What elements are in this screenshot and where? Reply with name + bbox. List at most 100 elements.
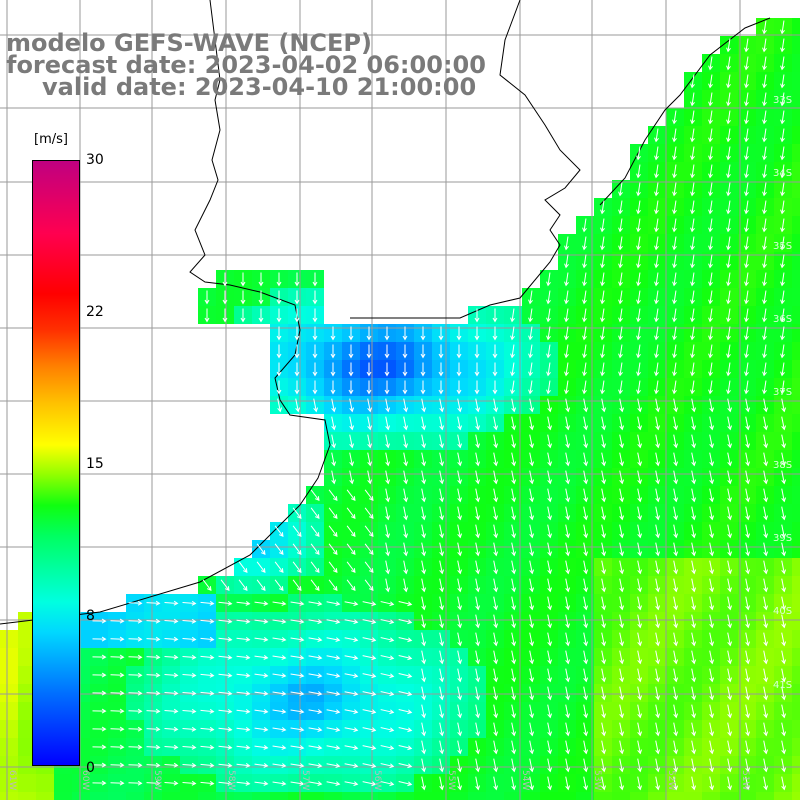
wind-arrow: [583, 506, 589, 521]
wind-arrow: [655, 668, 661, 683]
wind-arrow: [637, 542, 643, 557]
wind-arrow: [493, 632, 499, 647]
wind-arrow: [636, 254, 641, 269]
wind-arrow: [583, 596, 589, 611]
wind-arrow: [92, 762, 107, 768]
wind-arrow: [204, 290, 210, 305]
wind-arrow: [690, 182, 695, 197]
wind-arrow: [218, 690, 233, 696]
wind-arrow: [364, 579, 374, 592]
wind-arrow: [780, 74, 785, 89]
wind-arrow: [727, 632, 733, 647]
wind-arrow: [439, 704, 445, 719]
wind-arrow: [254, 781, 269, 786]
wind-arrow: [727, 398, 733, 413]
wind-arrow: [403, 542, 409, 557]
wind-arrow: [475, 452, 481, 467]
wind-arrow: [493, 758, 499, 773]
wind-arrow: [619, 668, 625, 683]
wind-arrow: [546, 344, 551, 359]
wind-arrow: [762, 110, 767, 125]
wind-arrow: [762, 290, 767, 305]
wind-arrow: [529, 614, 535, 629]
wind-arrow: [344, 691, 359, 697]
wind-arrow: [380, 745, 395, 751]
wind-arrow: [780, 254, 785, 269]
wind-arrow: [582, 344, 587, 359]
wind-arrow: [673, 560, 679, 575]
wind-arrow: [636, 218, 641, 233]
wind-arrow: [583, 524, 589, 539]
wind-arrow: [619, 542, 625, 557]
wind-arrow: [362, 727, 377, 733]
wind-arrow: [385, 578, 391, 593]
wind-arrow: [312, 308, 318, 323]
wind-arrow: [236, 672, 251, 678]
wind-arrow: [475, 614, 481, 629]
wind-arrow: [272, 601, 287, 606]
wind-arrow: [218, 618, 233, 624]
wind-arrow: [763, 632, 769, 647]
wind-arrow: [583, 488, 589, 503]
wind-arrow: [493, 398, 499, 413]
wind-arrow: [672, 362, 677, 377]
wind-arrow: [240, 308, 246, 323]
wind-arrow: [583, 578, 589, 593]
wind-arrow: [744, 92, 749, 107]
wind-arrow: [222, 272, 228, 287]
wind-arrow: [294, 290, 300, 305]
wind-arrow: [456, 362, 462, 377]
wind-arrow: [254, 601, 269, 606]
wind-speed-cell: [18, 774, 36, 792]
wind-arrow: [654, 182, 659, 197]
wind-arrow: [164, 636, 179, 642]
wind-arrow: [709, 596, 715, 611]
wind-speed-cell: [126, 792, 144, 800]
wind-arrow: [511, 686, 517, 701]
wind-arrow: [583, 758, 589, 773]
wind-speed-cell: [792, 486, 800, 504]
wind-arrow: [236, 762, 251, 768]
wind-arrow: [110, 618, 125, 624]
wind-arrow: [637, 434, 643, 449]
wind-arrow: [385, 398, 391, 413]
longitude-labels: 61W 60W 59W 58W 57W 56W 55W 54W 53W 52W 51W: [7, 770, 750, 790]
wind-arrow: [672, 128, 677, 143]
wind-speed-cell: [720, 792, 738, 800]
wind-arrow: [128, 708, 143, 714]
wind-arrow: [110, 672, 125, 678]
wind-arrow: [182, 618, 197, 624]
wind-arrow: [421, 632, 427, 647]
wind-arrow: [745, 416, 751, 431]
wind-arrow: [745, 758, 751, 773]
wind-arrow: [529, 740, 535, 755]
wind-arrow: [780, 380, 785, 395]
wind-arrow: [146, 744, 161, 750]
wind-speed-cell: [792, 252, 800, 270]
wind-arrow: [547, 452, 553, 467]
wind-arrow: [457, 686, 463, 701]
wind-arrow: [240, 272, 246, 287]
wind-arrow: [745, 470, 751, 485]
wind-arrow: [709, 398, 715, 413]
colorbar: [32, 160, 80, 766]
wind-arrow: [727, 704, 733, 719]
wind-arrow: [726, 236, 731, 251]
wind-arrow: [547, 758, 553, 773]
wind-arrow: [398, 691, 413, 697]
wind-arrow: [564, 326, 569, 341]
wind-arrow: [762, 92, 767, 107]
wind-arrow: [294, 344, 300, 359]
wind-arrow: [367, 452, 373, 467]
wind-arrow: [439, 398, 445, 413]
wind-arrow: [380, 601, 395, 607]
wind-arrow: [421, 434, 427, 449]
wind-speed-cell: [684, 792, 702, 800]
wind-arrow: [474, 344, 480, 359]
wind-arrow: [362, 745, 377, 751]
wind-arrow: [403, 578, 409, 593]
wind-arrow: [403, 488, 409, 503]
wind-arrow: [565, 434, 571, 449]
wind-arrow: [92, 744, 107, 750]
wind-speed-cell: [0, 738, 18, 756]
